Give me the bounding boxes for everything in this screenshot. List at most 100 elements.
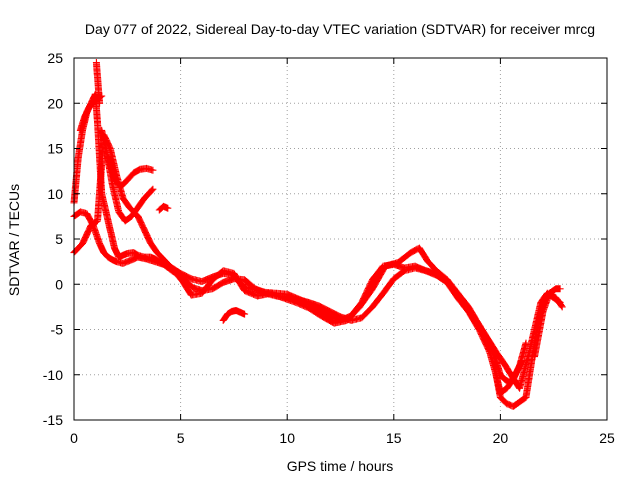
x-tick-label: 15 [386,430,402,446]
x-axis-label: GPS time / hours [287,458,394,474]
data-point [527,356,529,358]
data-point [211,279,214,281]
x-tick-label: 10 [279,430,295,446]
data-point [113,247,116,249]
data-point [561,306,563,308]
y-tick-label: 5 [55,231,63,247]
y-tick-label: 0 [55,276,63,292]
data-point [384,265,386,267]
data-point [97,89,100,91]
data-point [512,405,514,408]
y-tick-label: 10 [47,186,63,202]
series-track-i [155,202,172,214]
data-point [101,129,103,131]
data-point [538,333,540,335]
data-point [282,297,284,299]
data-point [79,129,81,131]
data-point [133,251,135,254]
data-point [512,378,514,380]
data-point [148,193,150,195]
data-point [98,242,101,245]
data-point [393,278,395,280]
data-point [533,328,536,331]
data-point [145,258,148,260]
data-point [269,292,271,294]
data-point [359,306,361,308]
data-point [518,401,521,403]
data-point [111,184,113,186]
y-tick-label: 25 [47,50,63,66]
y-tick-label: -10 [43,367,63,383]
data-point [81,242,84,245]
data-point [506,387,508,389]
series-track-e [104,154,157,190]
data-point [457,297,459,299]
data-point [504,378,506,380]
axis-ticks: 0 5 10 15 20 25 -15 -10 -5 0 5 10 15 20 25 [43,50,615,446]
data-point [96,220,99,222]
data-point [256,295,258,297]
data-point [137,215,139,217]
series-track-j [492,339,530,397]
data-point [510,374,512,376]
data-point [506,403,508,405]
data-point [427,261,429,263]
data-point [143,197,145,199]
data-point [446,279,448,281]
data-point [211,288,214,290]
data-point [79,211,81,213]
data-point [350,319,352,322]
data-point [489,351,491,353]
x-tick-label: 5 [177,430,185,446]
data-point [495,374,497,376]
data-point [559,301,561,303]
data-point [86,213,88,215]
data-point [533,356,536,358]
y-tick-label: -5 [51,322,64,338]
data-point [525,342,527,344]
data-point [128,206,131,208]
data-point [329,310,331,312]
data-point [320,315,322,317]
data-point [173,270,175,272]
data-point [118,211,120,213]
x-tick-label: 20 [493,430,509,446]
y-axis-label: SDTVAR / TECUs [6,184,22,296]
series-track-g [92,59,104,107]
data-point [107,156,109,159]
data-point [495,351,497,353]
data-point [478,324,480,326]
data-point [145,167,148,170]
data-point [143,229,145,231]
data-point [339,316,342,318]
data-point [435,274,438,276]
y-tick-label: -15 [43,412,63,428]
data-point [254,288,256,290]
data-point [239,311,241,313]
data-point [525,396,527,398]
data-point [518,365,521,367]
data-point [116,261,118,263]
y-tick-label: 15 [47,141,63,157]
data-point [467,310,470,312]
data-point [162,263,165,265]
data-point [130,215,133,217]
data-point [397,261,399,264]
data-point [88,107,90,109]
data-point [499,392,501,394]
data-point [222,319,224,322]
data-point [333,322,335,324]
data-point [371,279,374,281]
data-point [559,288,561,290]
data-point [190,278,192,280]
data-point [231,310,233,312]
data-point [120,185,122,188]
data-point [425,270,427,272]
data-point [122,254,124,256]
data-point [109,147,111,150]
data-point [414,267,416,269]
data-point [418,247,420,249]
data-point [190,294,192,296]
data-point [156,251,158,254]
data-point [382,292,384,294]
